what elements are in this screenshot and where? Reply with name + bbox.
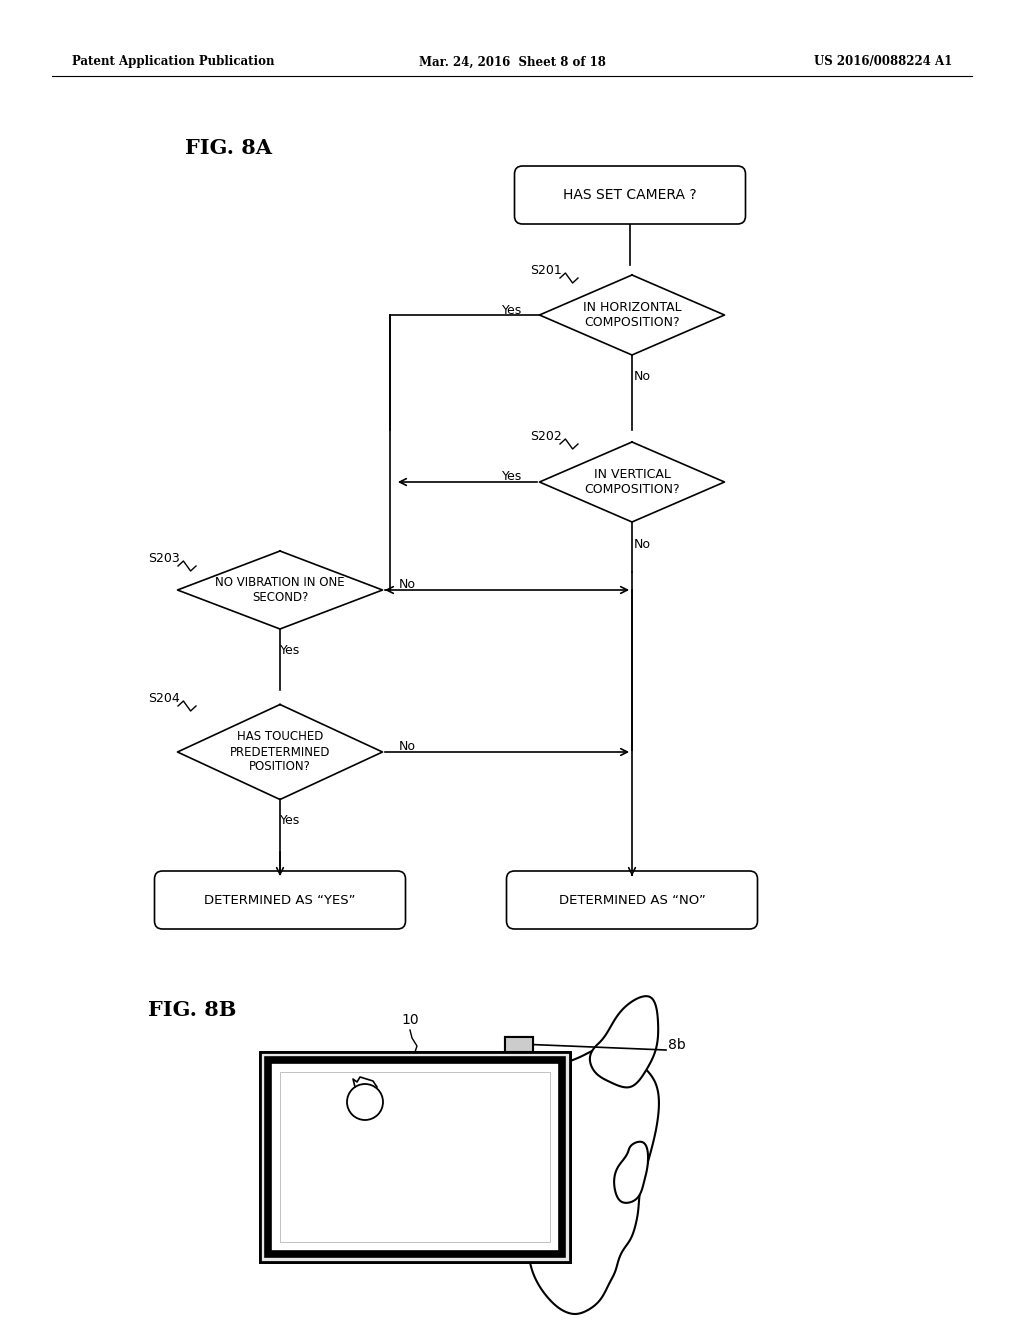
Polygon shape — [540, 442, 725, 521]
Text: Yes: Yes — [280, 814, 300, 828]
Polygon shape — [540, 275, 725, 355]
Text: No: No — [634, 537, 650, 550]
Bar — [280, 1072, 550, 1242]
Text: NO VIBRATION IN ONE
SECOND?: NO VIBRATION IN ONE SECOND? — [215, 576, 345, 605]
Polygon shape — [590, 997, 658, 1088]
Text: HAS TOUCHED
PREDETERMINED
POSITION?: HAS TOUCHED PREDETERMINED POSITION? — [229, 730, 331, 774]
Text: Yes: Yes — [280, 644, 300, 657]
Bar — [268, 1060, 562, 1254]
Text: No: No — [634, 371, 650, 384]
Text: FIG. 8A: FIG. 8A — [185, 139, 272, 158]
Polygon shape — [177, 705, 383, 800]
Text: 10: 10 — [401, 1012, 419, 1027]
Text: Patent Application Publication: Patent Application Publication — [72, 55, 274, 69]
Bar — [260, 1052, 570, 1262]
Text: FIG. 8B: FIG. 8B — [148, 1001, 237, 1020]
Bar — [268, 1060, 562, 1254]
FancyBboxPatch shape — [155, 871, 406, 929]
Text: US 2016/0088224 A1: US 2016/0088224 A1 — [814, 55, 952, 69]
Text: S203: S203 — [148, 552, 180, 565]
Text: DETERMINED AS “NO”: DETERMINED AS “NO” — [558, 894, 706, 907]
Text: 8b: 8b — [668, 1038, 686, 1052]
Polygon shape — [524, 1047, 658, 1313]
Polygon shape — [177, 550, 383, 630]
Text: S201: S201 — [530, 264, 562, 276]
Bar — [280, 1072, 550, 1242]
Text: No: No — [398, 578, 416, 591]
Bar — [505, 1038, 534, 1052]
Text: DETERMINED AS “YES”: DETERMINED AS “YES” — [204, 894, 355, 907]
Text: IN VERTICAL
COMPOSITION?: IN VERTICAL COMPOSITION? — [584, 469, 680, 496]
Text: IN HORIZONTAL
COMPOSITION?: IN HORIZONTAL COMPOSITION? — [583, 301, 681, 329]
Text: Mar. 24, 2016  Sheet 8 of 18: Mar. 24, 2016 Sheet 8 of 18 — [419, 55, 605, 69]
FancyBboxPatch shape — [507, 871, 758, 929]
Text: S204: S204 — [148, 692, 180, 705]
Text: Yes: Yes — [502, 304, 522, 317]
Bar — [505, 1038, 534, 1052]
Text: Yes: Yes — [502, 470, 522, 483]
Text: No: No — [398, 741, 416, 754]
Bar — [260, 1052, 570, 1262]
FancyBboxPatch shape — [514, 166, 745, 224]
Text: HAS SET CAMERA ?: HAS SET CAMERA ? — [563, 187, 696, 202]
Text: S202: S202 — [530, 429, 562, 442]
Polygon shape — [614, 1142, 648, 1203]
